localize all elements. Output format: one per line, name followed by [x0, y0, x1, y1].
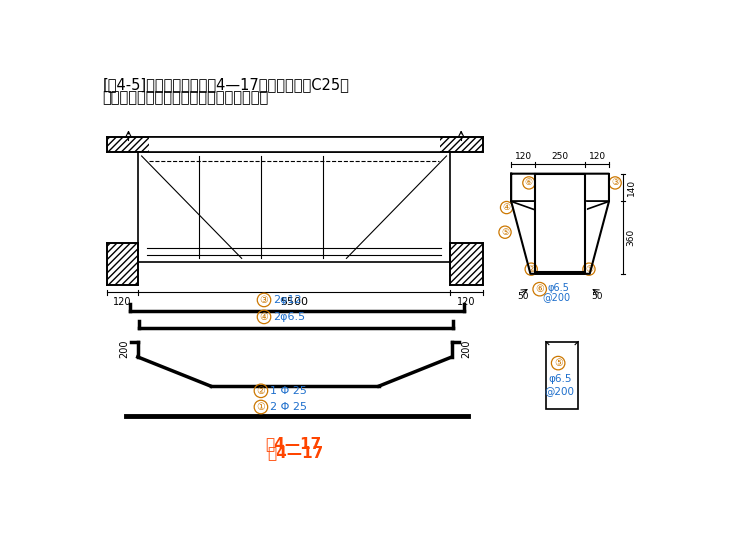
Text: 50: 50 — [518, 293, 529, 301]
Text: ③: ③ — [260, 295, 269, 305]
Bar — [546, 341, 578, 410]
Text: 图4—17: 图4—17 — [267, 445, 323, 460]
Text: 120: 120 — [588, 153, 606, 161]
Bar — [107, 137, 483, 152]
Text: 图4—17: 图4—17 — [265, 436, 321, 451]
Text: ①: ① — [256, 402, 265, 412]
Text: [例4-5]某现浇花篮梁如图4—17所示，混凝土C25，: [例4-5]某现浇花篮梁如图4—17所示，混凝土C25， — [102, 77, 349, 92]
Text: 120: 120 — [457, 297, 476, 307]
Bar — [138, 152, 450, 262]
Text: 360: 360 — [626, 229, 636, 246]
Text: φ6.5: φ6.5 — [548, 373, 572, 384]
Text: 1 Φ 25: 1 Φ 25 — [270, 386, 307, 396]
Text: 200: 200 — [119, 340, 129, 358]
Text: 120: 120 — [515, 153, 531, 161]
Text: 250: 250 — [552, 153, 569, 161]
Text: ①: ① — [585, 265, 593, 273]
Text: ⑤: ⑤ — [501, 228, 509, 237]
Text: @200: @200 — [543, 292, 571, 302]
Text: 200: 200 — [461, 340, 471, 358]
Text: ④: ④ — [502, 203, 510, 212]
Bar — [535, 174, 585, 273]
Text: @200: @200 — [545, 386, 575, 396]
Text: ⑤: ⑤ — [554, 358, 563, 368]
Text: ③: ③ — [611, 178, 619, 187]
Text: 140: 140 — [626, 179, 636, 196]
Bar — [450, 243, 483, 285]
Bar — [512, 174, 609, 201]
Text: ②: ② — [527, 265, 535, 273]
Text: 计算该花篮梁钢筋工程量，确定定额项目。: 计算该花篮梁钢筋工程量，确定定额项目。 — [102, 91, 269, 105]
Bar — [149, 137, 440, 152]
Text: ⑥: ⑥ — [535, 284, 544, 294]
Text: ②: ② — [256, 386, 265, 396]
Bar — [507, 158, 629, 282]
Text: 5500: 5500 — [280, 297, 308, 307]
Bar — [107, 243, 138, 285]
Bar — [107, 137, 483, 152]
Text: 2φ6.5: 2φ6.5 — [273, 312, 305, 322]
Text: 2 Φ 25: 2 Φ 25 — [270, 402, 307, 412]
Text: 50: 50 — [591, 293, 603, 301]
Text: ④: ④ — [260, 312, 269, 322]
Text: 120: 120 — [113, 297, 131, 307]
Text: ⑥: ⑥ — [525, 178, 533, 187]
Text: 2φ12: 2φ12 — [273, 295, 302, 305]
Text: φ6.5: φ6.5 — [548, 283, 569, 293]
